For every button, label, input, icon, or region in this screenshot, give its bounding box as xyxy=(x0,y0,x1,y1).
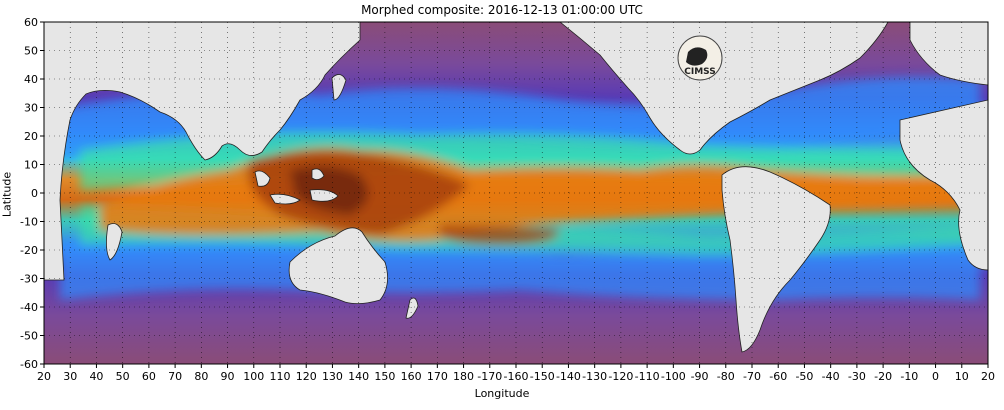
lon-tick-label: 150 xyxy=(374,370,395,383)
lon-tick-label: 20 xyxy=(981,370,995,383)
lat-tick-label: 10 xyxy=(24,159,38,172)
lon-tick-label: 170 xyxy=(427,370,448,383)
lon-tick-label: 160 xyxy=(401,370,422,383)
land-eurasia-africa xyxy=(44,22,361,281)
lon-tick-label: -70 xyxy=(743,370,761,383)
land-maritime-continent xyxy=(254,168,339,205)
lat-tick-label: 20 xyxy=(24,130,38,143)
lon-tick-label: -50 xyxy=(795,370,813,383)
lon-tick-label: 40 xyxy=(89,370,103,383)
land xyxy=(44,22,988,353)
cimss-logo: CIMSS xyxy=(677,35,723,81)
latitude-ticks: 60 50 40 30 20 10 0 -10 -20 -30 -40 -50 -60 xyxy=(20,16,44,371)
land-north-america xyxy=(559,22,889,155)
lat-tick-label: 30 xyxy=(24,102,38,115)
lon-tick-label: 10 xyxy=(955,370,969,383)
lat-tick-label: -40 xyxy=(20,301,38,314)
svg-text:CIMSS: CIMSS xyxy=(684,67,715,77)
lon-tick-label: 90 xyxy=(221,370,235,383)
land-europe xyxy=(909,22,988,86)
lon-tick-label: 100 xyxy=(243,370,264,383)
land-south-america xyxy=(721,166,831,353)
lon-tick-label: -30 xyxy=(848,370,866,383)
lon-tick-label: -130 xyxy=(582,370,607,383)
lon-tick-label: -160 xyxy=(504,370,529,383)
lon-tick-label: -120 xyxy=(608,370,633,383)
lon-tick-label: -100 xyxy=(661,370,686,383)
lat-tick-label: 0 xyxy=(31,187,38,200)
land-new-zealand xyxy=(405,297,419,319)
lat-tick-label: -50 xyxy=(20,330,38,343)
land-madagascar xyxy=(106,223,123,261)
lat-tick-label: 60 xyxy=(24,16,38,29)
lon-tick-label: -20 xyxy=(874,370,892,383)
lon-tick-label: 80 xyxy=(194,370,208,383)
lon-tick-label: -170 xyxy=(477,370,502,383)
x-axis-label: Longitude xyxy=(474,387,530,400)
map-title: Morphed composite: 2016-12-13 01:00:00 U… xyxy=(361,3,643,17)
lon-tick-label: 120 xyxy=(296,370,317,383)
lon-tick-label: 110 xyxy=(270,370,291,383)
graticule xyxy=(44,22,988,364)
lon-tick-label: -80 xyxy=(717,370,735,383)
lon-tick-label: 0 xyxy=(932,370,939,383)
lon-tick-label: 60 xyxy=(142,370,156,383)
lon-tick-label: 140 xyxy=(348,370,369,383)
lon-tick-label: -60 xyxy=(769,370,787,383)
lon-tick-label: -90 xyxy=(691,370,709,383)
lon-tick-label: 130 xyxy=(322,370,343,383)
lat-tick-label: -10 xyxy=(20,216,38,229)
lon-tick-label: -10 xyxy=(900,370,918,383)
lon-tick-label: 180 xyxy=(453,370,474,383)
lon-tick-label: 30 xyxy=(63,370,77,383)
lat-tick-label: 50 xyxy=(24,45,38,58)
lon-tick-label: -140 xyxy=(556,370,581,383)
lat-tick-label: -60 xyxy=(20,358,38,371)
lon-tick-label: 70 xyxy=(168,370,182,383)
lat-tick-label: 40 xyxy=(24,73,38,86)
lon-tick-label: -150 xyxy=(530,370,555,383)
land-africa-west xyxy=(899,99,988,271)
lon-tick-label: 50 xyxy=(116,370,130,383)
longitude-ticks: 20 30 40 50 60 70 80 90 100 110 120 130 140 150 160 170… xyxy=(37,364,995,383)
lat-tick-label: -30 xyxy=(20,273,38,286)
lon-tick-label: -40 xyxy=(822,370,840,383)
lon-tick-label: -110 xyxy=(635,370,660,383)
land-japan xyxy=(331,74,347,101)
lon-tick-label: 20 xyxy=(37,370,51,383)
land-australia xyxy=(288,227,388,304)
lat-tick-label: -20 xyxy=(20,244,38,257)
